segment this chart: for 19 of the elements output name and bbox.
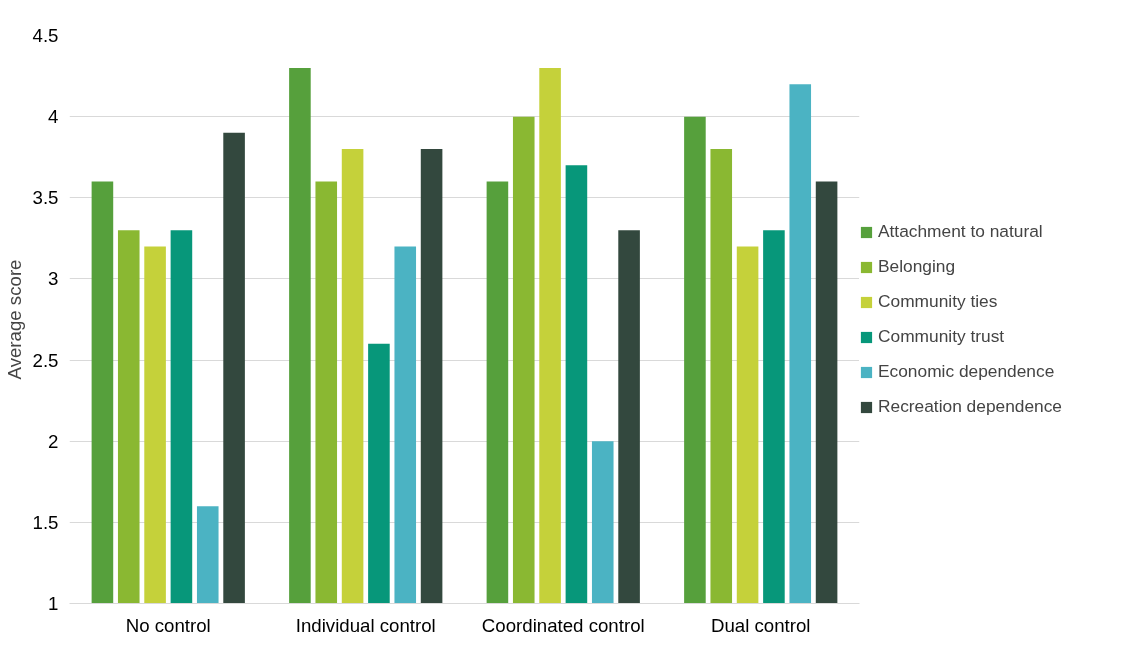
x-tick-label: Individual control: [295, 614, 436, 636]
y-tick-label: 2: [48, 430, 59, 452]
x-tick-label: Coordinated control: [481, 614, 645, 636]
legend-label: Community ties: [878, 291, 998, 312]
legend-label: Economic dependence: [878, 361, 1055, 382]
legend-label: Community trust: [878, 326, 1005, 347]
x-tick-label: Dual control: [710, 614, 811, 636]
legend-label: Recreation dependence: [878, 396, 1063, 417]
y-tick-label: 4: [48, 106, 59, 128]
y-tick-label: 4.5: [32, 25, 59, 46]
y-tick-label: 2.5: [32, 349, 59, 371]
x-tick-label: No control: [125, 614, 211, 636]
legend-label: Attachment to natural: [878, 221, 1043, 242]
y-tick-label: 1: [48, 593, 59, 614]
y-tick-label: 3.5: [32, 187, 59, 209]
y-axis-title: Average score: [3, 259, 25, 380]
legend-label: Belonging: [878, 256, 956, 277]
y-tick-label: 3: [48, 268, 59, 290]
y-tick-label: 1.5: [32, 511, 59, 533]
